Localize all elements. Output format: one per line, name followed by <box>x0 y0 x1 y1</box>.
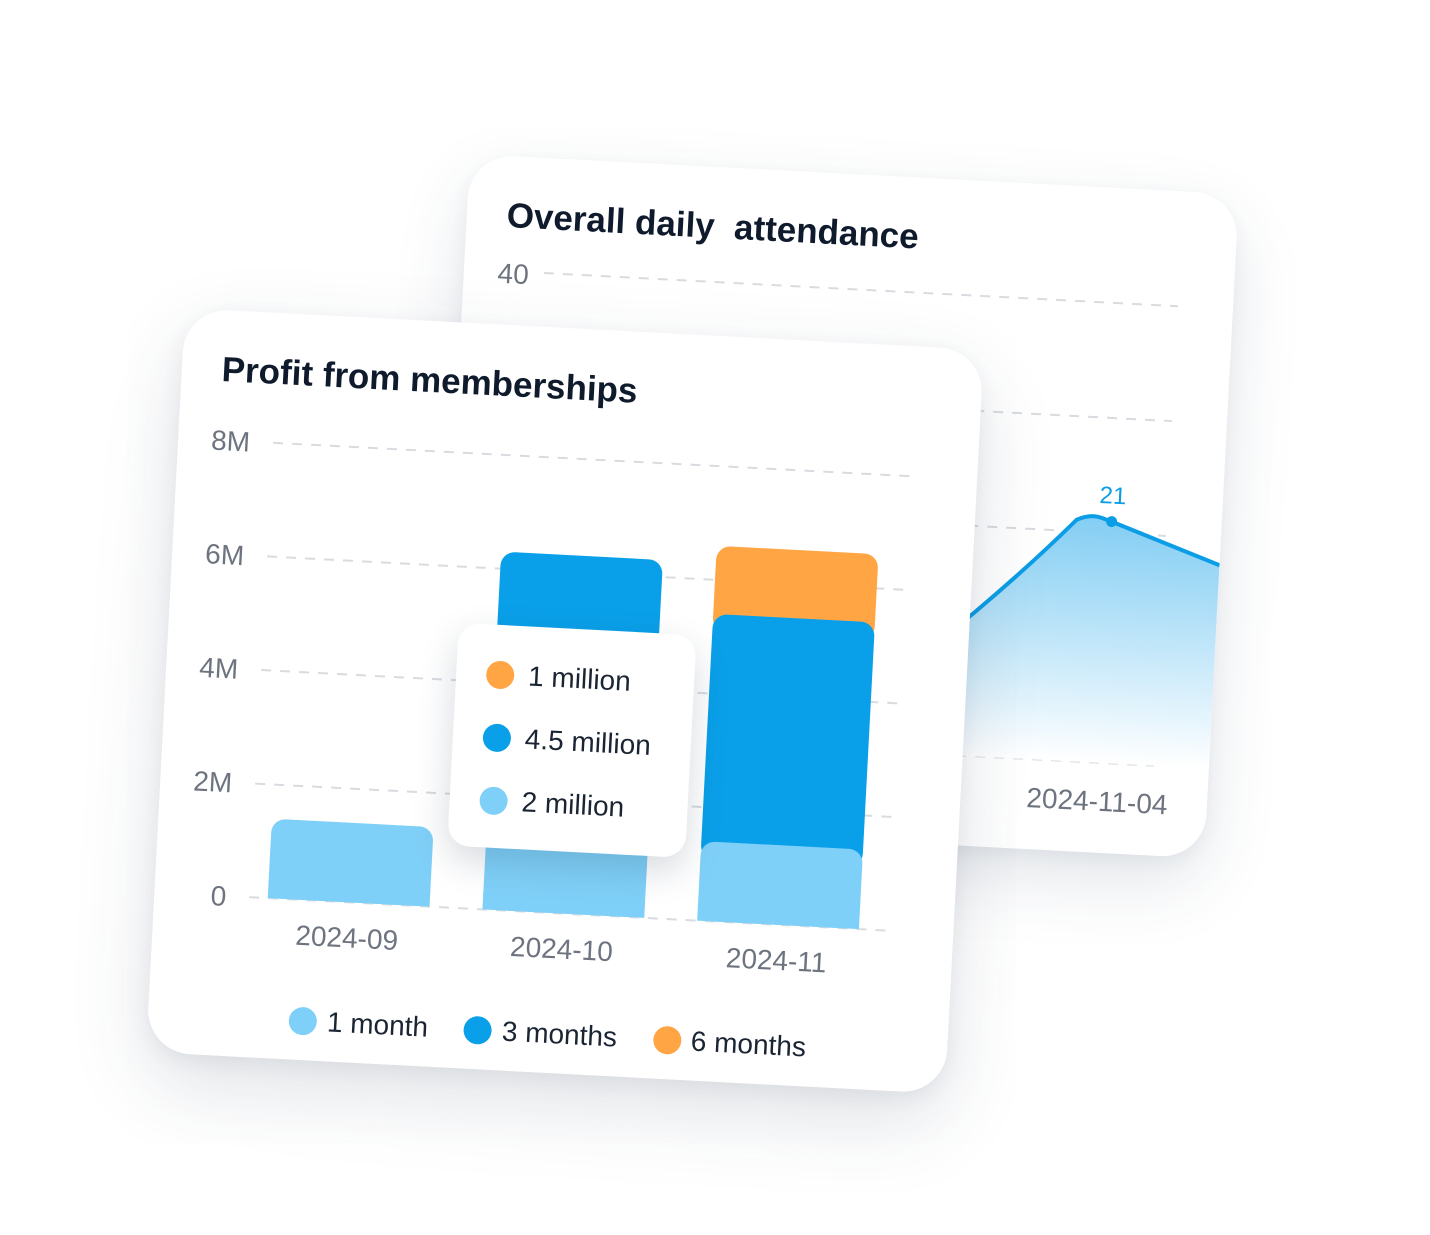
tooltip-label: 1 million <box>527 659 632 697</box>
tooltip-dot <box>478 785 509 816</box>
y-tick-label: 8M <box>210 425 250 458</box>
chart-tooltip: 1 million 4.5 million 2 million <box>447 622 697 858</box>
y-tick-label: 6M <box>204 538 244 571</box>
y-tick-label: 0 <box>210 880 227 912</box>
legend-label: 3 months <box>501 1015 618 1053</box>
y-tick-label: 40 <box>497 258 530 291</box>
tooltip-dot <box>482 722 512 753</box>
profit-card: Profit from memberships 0 2M 4M 6M 8M 2024-09… <box>146 308 984 1094</box>
x-tick-label: 2024-10 <box>509 931 613 967</box>
grid-line <box>543 272 1179 308</box>
y-tick-label: 4M <box>199 652 239 685</box>
legend-dot <box>463 1015 493 1046</box>
y-tick-label: 2M <box>193 765 233 798</box>
x-tick-label: 2024-09 <box>295 920 399 956</box>
tooltip-row: 4.5 million <box>481 705 692 779</box>
tooltip-label: 4.5 million <box>524 722 652 761</box>
grid-line <box>273 441 918 478</box>
tooltip-row: 2 million <box>478 768 689 842</box>
data-label: 21 <box>1099 482 1127 510</box>
tooltip-row: 1 million <box>485 642 696 716</box>
tooltip-label: 2 million <box>520 785 626 823</box>
x-tick-label: 2024-11 <box>725 942 827 978</box>
x-tick-label: 2024-11-04 <box>1026 782 1169 820</box>
bar-segment-1-month[interactable] <box>697 841 863 929</box>
bar-segment-1-month[interactable] <box>268 819 434 907</box>
bar-base <box>697 904 860 930</box>
data-point[interactable] <box>1106 516 1118 528</box>
tooltip-dot <box>485 659 515 690</box>
legend-dot <box>288 1006 318 1036</box>
legend-label: 1 month <box>326 1006 429 1043</box>
bar-base <box>482 893 646 918</box>
bar-base <box>267 882 431 907</box>
bar-segment-3-months[interactable] <box>700 614 875 868</box>
legend-dot <box>652 1025 682 1055</box>
legend-label: 6 months <box>690 1025 807 1063</box>
